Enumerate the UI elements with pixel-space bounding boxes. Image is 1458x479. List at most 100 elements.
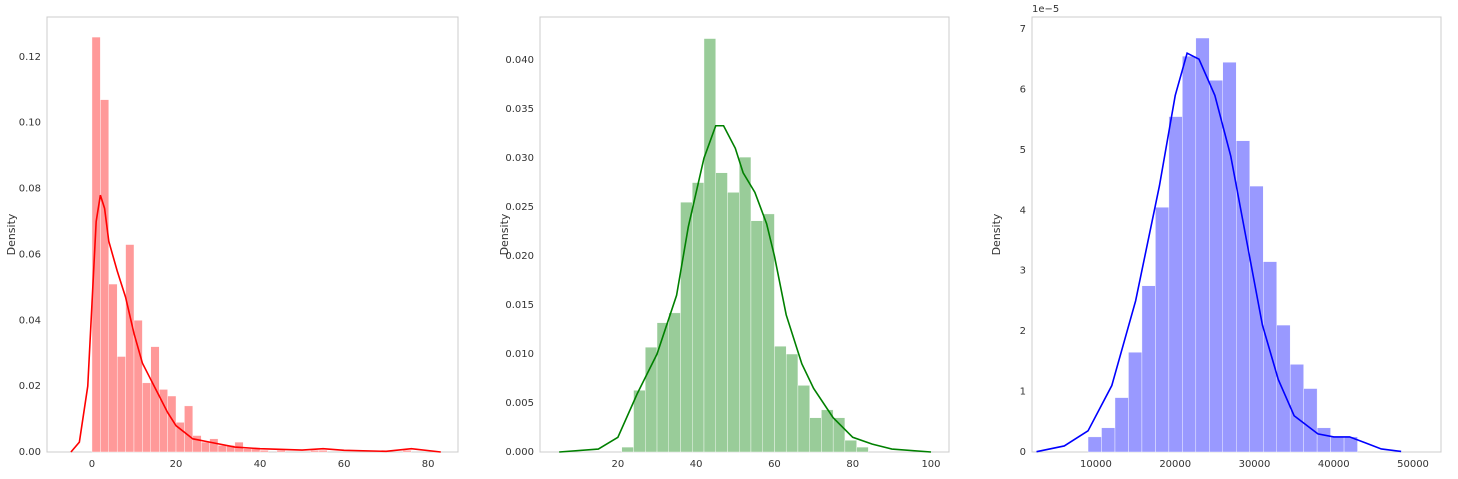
y-tick-label: 0.02: [19, 381, 41, 392]
y-tick-label: 5: [1020, 145, 1026, 156]
y-tick-label: 0.015: [505, 300, 534, 311]
subplot: 10000 20000 30000 40000 50000 0 1 2 3 4 5 6 7 Density…: [990, 4, 1442, 470]
bar: [1114, 397, 1129, 453]
bar: [832, 417, 846, 453]
bar: [1182, 55, 1197, 453]
y-tick-label: 2: [1020, 326, 1026, 337]
y-tick-label: 6: [1020, 84, 1026, 95]
bar: [192, 435, 202, 453]
x-tick-label: 20: [612, 459, 625, 470]
bar: [201, 441, 210, 453]
bar: [1222, 62, 1237, 453]
x-tick-label: 20000: [1159, 459, 1191, 470]
bar: [797, 385, 810, 453]
y-tick-label: 0.005: [505, 398, 534, 409]
x-tick-label: 50000: [1397, 459, 1429, 470]
y-tick-label: 0.025: [505, 202, 534, 213]
y-tick-label: 0.10: [19, 118, 41, 129]
bar: [125, 244, 135, 453]
y-axis-label: Density: [990, 213, 1003, 255]
x-tick-label: 80: [422, 459, 435, 470]
bar: [715, 172, 728, 453]
bar: [844, 440, 857, 453]
x-tick-label: 40: [254, 459, 267, 470]
bar: [91, 36, 101, 453]
bar: [692, 182, 705, 453]
bar: [1101, 427, 1116, 453]
bar: [1168, 116, 1183, 453]
y-axis-label: Density: [5, 213, 18, 255]
x-tick-label: 40000: [1318, 459, 1350, 470]
subplot: 20 40 60 80 100 0.000 0.005 0.010 0.015 0.020 0.02…: [498, 16, 950, 470]
bar: [243, 448, 252, 453]
bar: [142, 382, 152, 453]
x-tick-label: 40: [690, 459, 703, 470]
bar: [1316, 427, 1331, 453]
bar: [1195, 37, 1210, 453]
bar: [703, 38, 716, 453]
bar: [1141, 285, 1156, 453]
bar: [1236, 140, 1250, 453]
x-tick-label: 20: [170, 459, 183, 470]
bar: [1128, 352, 1143, 453]
bar: [1330, 436, 1345, 453]
bar: [100, 99, 109, 453]
bar: [785, 353, 799, 453]
bar: [1155, 207, 1170, 453]
y-tick-label: 0.030: [505, 153, 534, 164]
y-tick-label: 3: [1020, 266, 1026, 277]
bar: [1087, 436, 1102, 453]
x-tick-label: 30000: [1239, 459, 1271, 470]
bar: [150, 346, 160, 453]
bar: [1303, 388, 1318, 453]
bar: [856, 446, 869, 453]
y-tick-label: 0.12: [19, 52, 41, 63]
y-tick-label: 4: [1020, 205, 1026, 216]
bar: [402, 450, 412, 453]
kde-line: [559, 124, 932, 453]
bar: [318, 450, 328, 453]
y-tick-label: 0.06: [19, 249, 41, 260]
x-tick-label: 80: [846, 459, 859, 470]
bar: [259, 450, 269, 453]
kde-line: [70, 194, 441, 453]
bar: [774, 345, 787, 453]
x-tick-label: 0: [89, 459, 95, 470]
y-axis-label: Density: [498, 213, 511, 255]
kde-line: [1036, 51, 1402, 453]
y-tick-label: 0.035: [505, 104, 534, 115]
x-tick-label: 60: [768, 459, 781, 470]
y-tick-label: 0: [1020, 447, 1026, 458]
bar: [668, 312, 681, 453]
bar: [1263, 261, 1277, 453]
bar: [310, 450, 320, 453]
bar: [809, 417, 822, 453]
bar: [209, 438, 219, 453]
bar: [116, 356, 126, 453]
bar: [656, 322, 669, 453]
y-tick-label: 0.040: [505, 55, 534, 66]
x-tick-label: 100: [921, 459, 940, 470]
bar: [108, 283, 118, 453]
bar: [276, 450, 286, 453]
y-tick-label: 0.00: [19, 447, 41, 458]
bar: [739, 156, 752, 453]
y-tick-label: 0.020: [505, 251, 534, 262]
x-tick-label: 10000: [1080, 459, 1112, 470]
subplot: 0 20 40 60 80 0.00 0.02 0.04 0.06 0.08 0.10 0.12 Den…: [5, 16, 459, 470]
bar: [645, 346, 658, 453]
y-tick-label: 0.010: [505, 349, 534, 360]
bar: [727, 192, 740, 453]
bar: [621, 446, 634, 453]
bar: [1209, 80, 1223, 453]
y-tick-label: 1: [1020, 387, 1026, 398]
y-tick-label: 0.08: [19, 184, 41, 195]
x-tick-label: 60: [338, 459, 351, 470]
y-tick-label: 7: [1020, 24, 1026, 35]
y-tick-label: 0.000: [505, 447, 534, 458]
bar: [217, 445, 227, 453]
bar: [1289, 364, 1304, 453]
bar: [750, 220, 763, 453]
y-tick-label: 0.04: [19, 315, 41, 326]
